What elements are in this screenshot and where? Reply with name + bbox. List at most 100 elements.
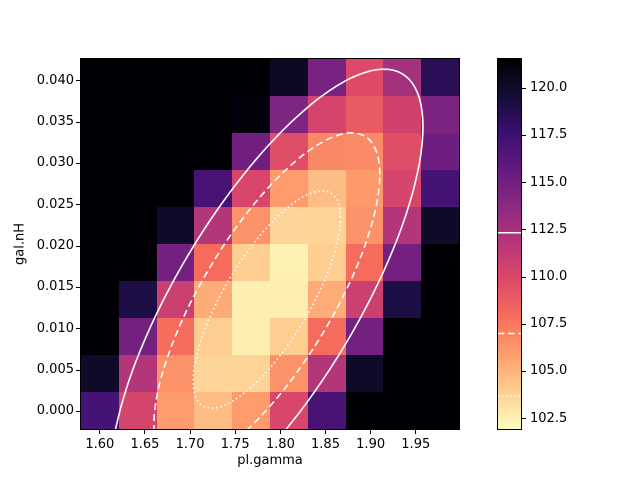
heatmap-cell <box>307 281 346 318</box>
heatmap-cell <box>81 133 119 170</box>
heatmap-cell <box>307 207 346 244</box>
heatmap-cell <box>269 355 308 392</box>
tick-mark <box>76 369 80 371</box>
heatmap-cell <box>232 392 270 429</box>
heatmap-cell <box>118 59 157 96</box>
heatmap-cell <box>345 318 384 355</box>
tick-mark <box>76 80 80 82</box>
heatmap-cell <box>307 318 346 355</box>
heatmap-cell <box>269 281 308 318</box>
heatmap-cell <box>345 355 384 392</box>
heatmap-cell <box>194 392 233 429</box>
heatmap-cell <box>81 59 119 96</box>
heatmap-cell <box>421 244 459 281</box>
heatmap-cell <box>194 355 233 392</box>
heatmap-cell <box>156 355 195 392</box>
heatmap-cell <box>156 392 195 429</box>
colorbar-tick-label: 102.5 <box>530 410 568 426</box>
x-tick-label: 1.70 <box>175 437 205 452</box>
heatmap-cell <box>81 392 119 429</box>
heatmap-cell <box>345 207 384 244</box>
heatmap-cell <box>269 96 308 133</box>
heatmap-cell <box>307 170 346 207</box>
tick-mark <box>325 430 326 434</box>
colorbar-tick-label: 110.0 <box>530 269 568 285</box>
heatmap-cell <box>269 133 308 170</box>
heatmap-cell <box>269 59 308 96</box>
x-axis-label: pl.gamma <box>237 453 303 468</box>
heatmap-cell <box>345 59 384 96</box>
heatmap-cell <box>345 133 384 170</box>
heatmap-cell <box>269 392 308 429</box>
x-tick-label: 1.90 <box>356 437 386 452</box>
heatmap-grid <box>81 59 459 429</box>
plot-area <box>80 58 460 430</box>
tick-mark <box>522 87 526 89</box>
tick-mark <box>189 430 191 434</box>
heatmap-cell <box>383 59 422 96</box>
y-axis-label: gal.nH <box>12 223 28 265</box>
tick-mark <box>522 370 526 372</box>
heatmap-cell <box>194 207 233 244</box>
heatmap-cell <box>383 318 422 355</box>
heatmap-cell <box>269 318 308 355</box>
y-tick-label: 0.040 <box>36 72 74 88</box>
heatmap-cell <box>383 281 422 318</box>
heatmap-cell <box>307 59 346 96</box>
tick-mark <box>76 286 80 288</box>
heatmap-cell <box>232 59 270 96</box>
heatmap-cell <box>118 281 157 318</box>
heatmap-cell <box>232 281 270 318</box>
heatmap-cell <box>118 133 157 170</box>
heatmap-cell <box>232 96 270 133</box>
heatmap-cell <box>345 170 384 207</box>
heatmap-cell <box>81 244 119 281</box>
heatmap-cell <box>421 170 459 207</box>
tick-mark <box>522 229 526 231</box>
y-tick-label: 0.000 <box>36 403 74 419</box>
colorbar-tick-label: 120.0 <box>530 80 568 96</box>
heatmap-cell <box>194 170 233 207</box>
heatmap-cell <box>118 96 157 133</box>
heatmap-cell <box>421 281 459 318</box>
x-tick-label: 1.80 <box>265 437 295 452</box>
y-tick-label: 0.005 <box>36 362 74 378</box>
tick-mark <box>76 121 80 123</box>
heatmap-cell <box>383 133 422 170</box>
tick-mark <box>76 410 80 412</box>
x-tick-label: 1.75 <box>220 437 250 452</box>
heatmap-cell <box>194 318 233 355</box>
heatmap-cell <box>156 318 195 355</box>
heatmap-cell <box>81 207 119 244</box>
heatmap-cell <box>118 170 157 207</box>
heatmap-cell <box>194 281 233 318</box>
tick-mark <box>76 328 80 330</box>
heatmap-cell <box>81 170 119 207</box>
x-tick-label: 1.85 <box>311 437 340 452</box>
heatmap-cell <box>81 318 119 355</box>
heatmap-cell <box>118 244 157 281</box>
heatmap-cell <box>383 355 422 392</box>
heatmap-cell <box>194 133 233 170</box>
heatmap-cell <box>345 281 384 318</box>
heatmap-cell <box>383 96 422 133</box>
tick-mark <box>522 323 526 325</box>
colorbar <box>497 58 522 430</box>
heatmap-cell <box>383 392 422 429</box>
heatmap-cell <box>421 96 459 133</box>
heatmap-cell <box>81 96 119 133</box>
y-tick-label: 0.030 <box>36 155 74 171</box>
heatmap-cell <box>156 59 195 96</box>
heatmap-cell <box>421 392 459 429</box>
x-tick-label: 1.95 <box>401 437 431 452</box>
tick-mark <box>279 430 281 434</box>
heatmap-cell <box>232 244 270 281</box>
heatmap-cell <box>118 392 157 429</box>
heatmap-cell <box>269 170 308 207</box>
tick-mark <box>522 418 526 420</box>
heatmap-cell <box>307 392 346 429</box>
tick-mark <box>234 430 236 434</box>
tick-mark <box>415 430 417 434</box>
heatmap-cell <box>156 96 195 133</box>
tick-mark <box>76 162 80 164</box>
